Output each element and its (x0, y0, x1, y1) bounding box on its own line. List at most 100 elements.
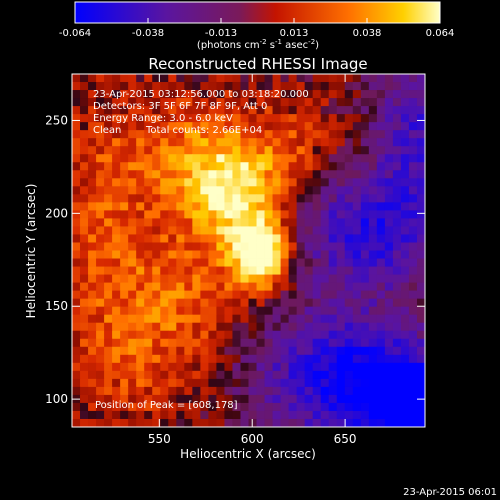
heatmap-cell (232, 306, 241, 316)
heatmap-cell (288, 282, 298, 292)
heatmap-cell (312, 378, 322, 388)
heatmap-cell (280, 74, 290, 83)
heatmap-cell (176, 410, 185, 420)
heatmap-cell (408, 194, 418, 203)
heatmap-cell (416, 82, 426, 91)
heatmap-cell (320, 122, 330, 131)
heatmap-cell (152, 138, 161, 147)
heatmap-cell (256, 98, 265, 107)
heatmap-cell (136, 402, 145, 412)
heatmap-cell (288, 370, 298, 380)
heatmap-cell (128, 322, 137, 332)
heatmap-cell (416, 106, 426, 115)
heatmap-cell (408, 218, 418, 227)
heatmap-cell (384, 210, 394, 219)
heatmap-cell (304, 98, 314, 107)
heatmap-cell (264, 130, 273, 139)
heatmap-cell (280, 170, 290, 179)
heatmap-cell (216, 114, 225, 123)
heatmap-cell (96, 250, 105, 259)
heatmap-cell (168, 242, 177, 251)
heatmap-cell (120, 154, 129, 163)
heatmap-cell (184, 98, 193, 107)
heatmap-cell (232, 242, 241, 251)
heatmap-cell (280, 202, 290, 211)
heatmap-cell (88, 346, 97, 356)
heatmap-cell (248, 170, 257, 179)
heatmap-cell (304, 186, 314, 195)
heatmap-cell (296, 330, 306, 340)
heatmap-cell (344, 314, 354, 324)
heatmap-cell (88, 226, 97, 235)
heatmap-cell (352, 138, 362, 147)
heatmap-cell (328, 202, 338, 211)
heatmap-cell (152, 130, 161, 139)
heatmap-cell (72, 338, 81, 348)
heatmap-cell (248, 234, 257, 243)
heatmap-cell (216, 106, 225, 115)
heatmap-cell (96, 90, 105, 99)
heatmap-cell (104, 202, 113, 211)
heatmap-cell (88, 410, 97, 420)
heatmap-cell (112, 322, 121, 332)
heatmap-cell (120, 346, 129, 356)
heatmap-cell (264, 386, 273, 396)
heatmap-cell (144, 418, 153, 428)
heatmap-cell (320, 274, 330, 283)
heatmap-cell (304, 354, 314, 364)
heatmap-cell (160, 402, 169, 412)
heatmap-cell (368, 178, 378, 187)
heatmap-cell (368, 258, 378, 267)
heatmap-cell (112, 314, 121, 324)
heatmap-cell (104, 74, 113, 83)
heatmap-cell (400, 194, 410, 203)
heatmap-cell (288, 218, 298, 227)
heatmap-cell (216, 98, 225, 107)
heatmap-cell (272, 378, 281, 388)
heatmap-cell (368, 306, 378, 316)
heatmap-cell (152, 162, 161, 171)
heatmap-cell (320, 354, 330, 364)
heatmap-cell (248, 242, 257, 251)
colorbar-tick-label: -0.013 (205, 28, 237, 39)
heatmap-cell (256, 226, 265, 235)
heatmap-cell (152, 250, 161, 259)
heatmap-cell (144, 314, 153, 324)
heatmap-cell (296, 186, 306, 195)
heatmap-cell (136, 418, 145, 428)
heatmap-cell (400, 322, 410, 332)
heatmap-cell (320, 146, 330, 155)
heatmap-cell (184, 194, 193, 203)
heatmap-cell (296, 122, 306, 131)
heatmap-cell (328, 274, 338, 283)
heatmap-cell (160, 322, 169, 332)
heatmap-cell (344, 306, 354, 316)
heatmap-cell (72, 322, 81, 332)
heatmap-cell (416, 202, 426, 211)
heatmap-cell (232, 266, 241, 275)
heatmap-cell (192, 402, 201, 412)
heatmap-cell (144, 346, 153, 356)
heatmap-cell (136, 178, 145, 187)
heatmap-cell (296, 210, 306, 219)
heatmap-cell (408, 394, 418, 404)
heatmap-cell (200, 194, 209, 203)
heatmap-cell (304, 162, 314, 171)
heatmap-cell (360, 170, 370, 179)
heatmap-cell (232, 122, 241, 131)
heatmap-cell (96, 82, 105, 91)
heatmap-cell (224, 250, 233, 259)
heatmap-cell (192, 210, 201, 219)
heatmap-cell (216, 210, 225, 219)
heatmap-cell (168, 394, 177, 404)
heatmap-cell (240, 250, 249, 259)
heatmap-cell (400, 362, 410, 372)
heatmap-cell (200, 258, 209, 267)
heatmap-cell (232, 274, 241, 283)
heatmap-cell (264, 298, 273, 308)
heatmap-cell (352, 402, 362, 412)
heatmap-cell (168, 162, 177, 171)
heatmap-cell (352, 242, 362, 251)
heatmap-cell (304, 242, 314, 251)
